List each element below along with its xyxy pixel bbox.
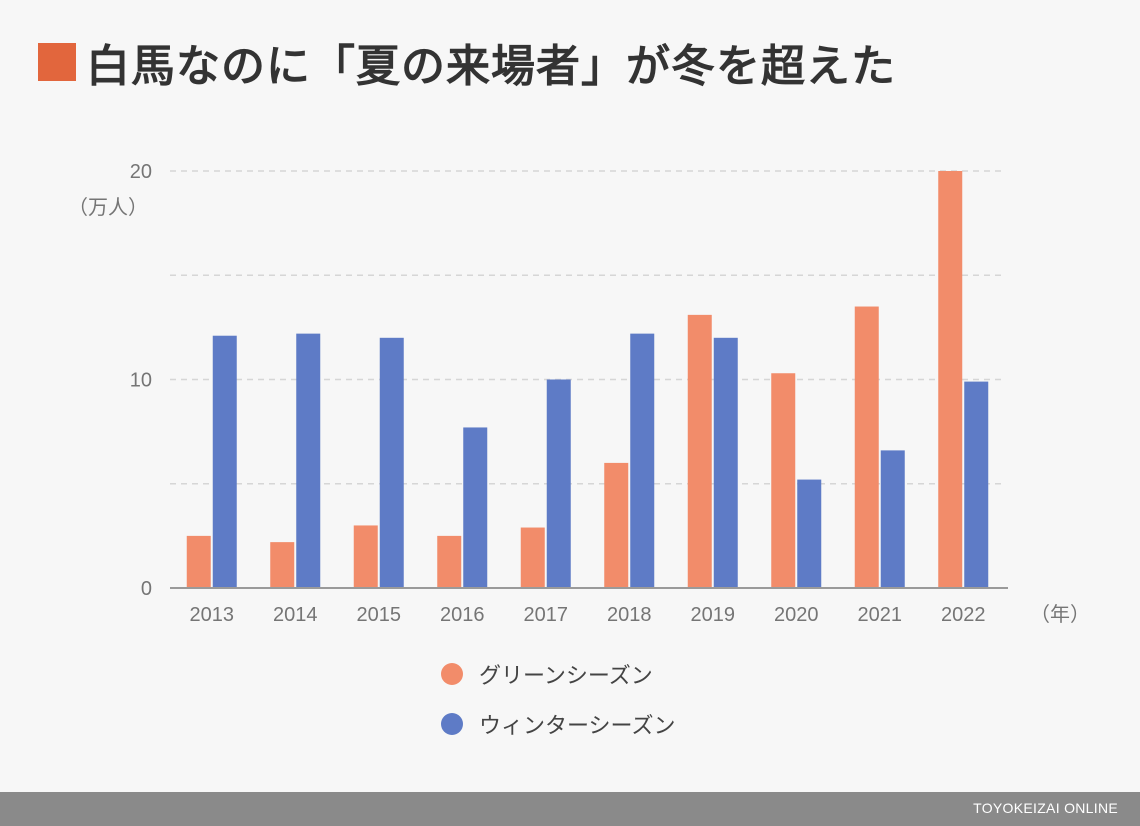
legend: グリーンシーズン ウィンターシーズン	[441, 656, 675, 756]
bar-green-2018	[604, 462, 629, 588]
bar-winter-2022	[964, 381, 989, 588]
x-tick-label: 2021	[858, 604, 903, 626]
x-tick-label: 2022	[941, 604, 986, 626]
x-tick-label: 2015	[357, 604, 402, 626]
y-axis-unit-label: （万人）	[68, 196, 148, 219]
bar-green-2017	[520, 527, 545, 588]
x-tick-label: 2014	[273, 604, 318, 626]
bar-green-2020	[771, 373, 796, 588]
bar-green-2014	[270, 542, 295, 588]
footer-brand: TOYOKEIZAI ONLINE	[973, 800, 1118, 816]
bar-chart: 0 10 20 2013 2014 2015 2016 2017 2018 2019 2020 202…	[68, 161, 1090, 626]
bar-winter-2016	[463, 427, 488, 588]
legend-item-green: グリーンシーズン	[441, 656, 675, 692]
legend-dot-green	[441, 663, 463, 685]
y-tick-label: 0	[141, 578, 152, 600]
legend-dot-winter	[441, 713, 463, 735]
chart-title: 白馬なのに「夏の来場者」が冬を超えた	[38, 30, 896, 94]
grid-lines	[170, 170, 1005, 485]
x-tick-label: 2016	[440, 604, 485, 626]
x-tick-label: 2018	[607, 604, 652, 626]
bars	[186, 171, 989, 588]
bar-winter-2019	[713, 337, 738, 588]
x-axis-unit-label: （年）	[1030, 603, 1090, 626]
y-tick-label: 10	[130, 370, 152, 392]
bar-winter-2018	[630, 333, 655, 588]
legend-item-winter: ウィンターシーズン	[441, 706, 675, 742]
bar-green-2022	[938, 171, 963, 588]
footer-bar: TOYOKEIZAI ONLINE	[0, 792, 1140, 826]
title-text: 白馬なのに「夏の来場者」が冬を超えた	[86, 41, 896, 92]
bar-winter-2020	[797, 479, 822, 588]
bar-winter-2017	[546, 379, 571, 588]
bar-winter-2014	[296, 333, 321, 588]
legend-label-green: グリーンシーズン	[479, 664, 653, 689]
bar-winter-2015	[379, 337, 404, 588]
x-tick-label: 2019	[691, 604, 736, 626]
bar-green-2013	[186, 535, 211, 588]
y-tick-label: 20	[130, 161, 152, 183]
legend-label-winter: ウィンターシーズン	[479, 714, 676, 739]
bar-green-2019	[687, 314, 712, 588]
bar-green-2021	[854, 306, 879, 588]
bar-winter-2013	[212, 335, 237, 588]
bar-winter-2021	[880, 450, 905, 588]
x-tick-label: 2013	[190, 604, 235, 626]
x-tick-label: 2017	[524, 604, 569, 626]
axes: 0 10 20 2013 2014 2015 2016 2017 2018 2019 2020 202…	[130, 161, 1008, 626]
x-tick-label: 2020	[774, 604, 819, 626]
title-marker	[38, 43, 76, 81]
bar-green-2016	[437, 535, 462, 588]
bar-green-2015	[353, 525, 378, 588]
